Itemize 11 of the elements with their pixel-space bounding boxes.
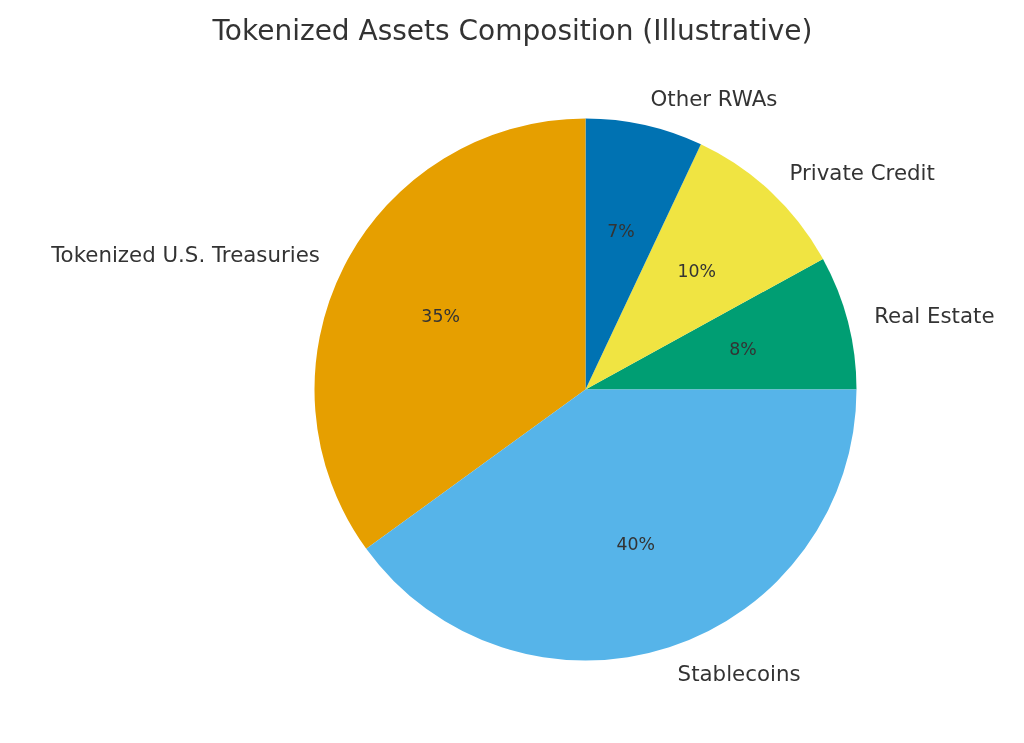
data-label: 35% [421,305,460,326]
slice-label: Other RWAs [650,86,778,112]
slice-label: Real Estate [874,302,995,328]
data-label: 8% [729,339,757,360]
slice-label: Tokenized U.S. Treasuries [50,241,320,267]
data-label: 40% [616,534,655,555]
chart-title: Tokenized Assets Composition (Illustrative) [211,14,813,47]
data-label: 7% [607,220,635,241]
data-label: 10% [677,260,717,281]
slice-label: Stablecoins [677,660,801,686]
slice-label: Private Credit [789,159,935,185]
